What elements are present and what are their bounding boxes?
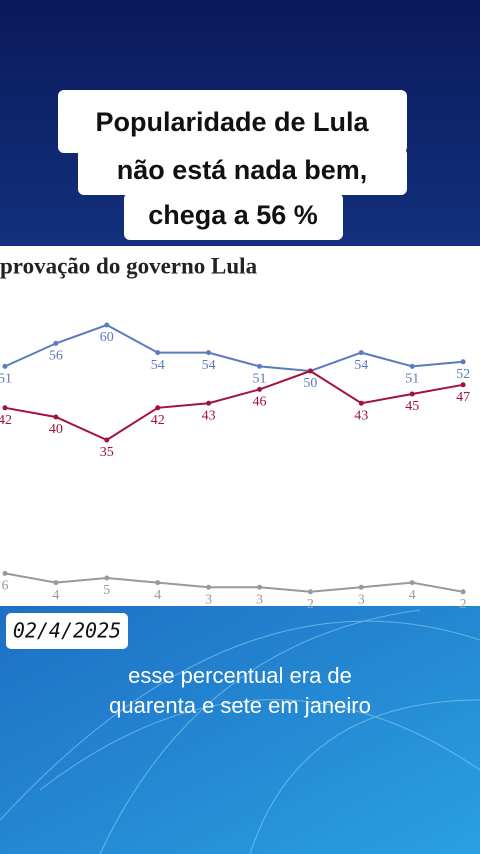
value-label: 47 [456, 390, 470, 405]
point [155, 350, 161, 356]
point [2, 570, 8, 576]
point [206, 350, 212, 356]
point [206, 584, 212, 590]
point [53, 340, 59, 346]
value-label: 3 [256, 592, 263, 607]
headline-box [124, 193, 343, 240]
headline: não está nada bem, [117, 155, 368, 185]
headline: chega a 56 % [148, 200, 318, 230]
point [307, 589, 313, 595]
value-label: 43 [354, 408, 368, 423]
value-label: 51 [405, 372, 419, 387]
point [206, 400, 212, 406]
value-label: 40 [49, 422, 63, 437]
point [409, 363, 415, 369]
date: 02/4/2025 [13, 619, 121, 643]
point [257, 363, 262, 369]
point [460, 359, 466, 365]
headline-box [58, 90, 407, 153]
value-label: 45 [405, 399, 419, 414]
series-line [4, 369, 464, 442]
globe-lines [0, 609, 480, 854]
point [104, 437, 110, 443]
point [2, 363, 8, 369]
value-label: 51 [253, 372, 267, 387]
value-label: 43 [202, 408, 216, 423]
point [155, 405, 161, 411]
caption: quarenta e sete em janeiro [109, 693, 371, 718]
point [460, 589, 466, 595]
series-line [4, 323, 464, 373]
point [257, 386, 262, 392]
value-label: 54 [151, 358, 165, 373]
point [307, 368, 313, 374]
point [155, 580, 161, 586]
value-label: 4 [52, 588, 59, 603]
value-label: 54 [354, 358, 368, 373]
point [358, 400, 364, 406]
value-label: 56 [49, 349, 63, 364]
value-label: 4 [154, 588, 161, 603]
value-label: 51 [0, 372, 12, 387]
point [53, 580, 59, 586]
headline-box [78, 148, 407, 195]
headline: Popularidade de Lula [95, 107, 369, 137]
value-label: 3 [358, 592, 365, 607]
point [409, 391, 415, 397]
value-label: 2 [460, 597, 467, 612]
value-label: 46 [253, 395, 267, 410]
value-label: 4 [409, 588, 416, 603]
value-label: 60 [100, 330, 114, 345]
point [460, 382, 466, 388]
point [409, 580, 415, 586]
value-label: 42 [0, 413, 12, 428]
chart-title: provação do governo Lula [0, 253, 258, 278]
value-label: 52 [456, 367, 470, 382]
caption: esse percentual era de [128, 663, 352, 688]
value-label: 3 [205, 592, 212, 607]
value-label: 2 [307, 597, 314, 612]
value-label: 42 [151, 413, 165, 428]
point [104, 575, 110, 581]
point [104, 322, 110, 328]
date-box [6, 613, 128, 649]
point [53, 414, 59, 420]
value-label: 6 [2, 579, 9, 594]
value-label: 54 [202, 358, 216, 373]
chart-background [0, 246, 480, 606]
point [358, 350, 364, 356]
point [2, 405, 8, 411]
point [358, 584, 364, 590]
series-line [4, 572, 464, 593]
value-label: 50 [303, 376, 317, 391]
point [257, 584, 262, 590]
value-label: 35 [100, 445, 114, 460]
value-label: 5 [103, 583, 110, 598]
